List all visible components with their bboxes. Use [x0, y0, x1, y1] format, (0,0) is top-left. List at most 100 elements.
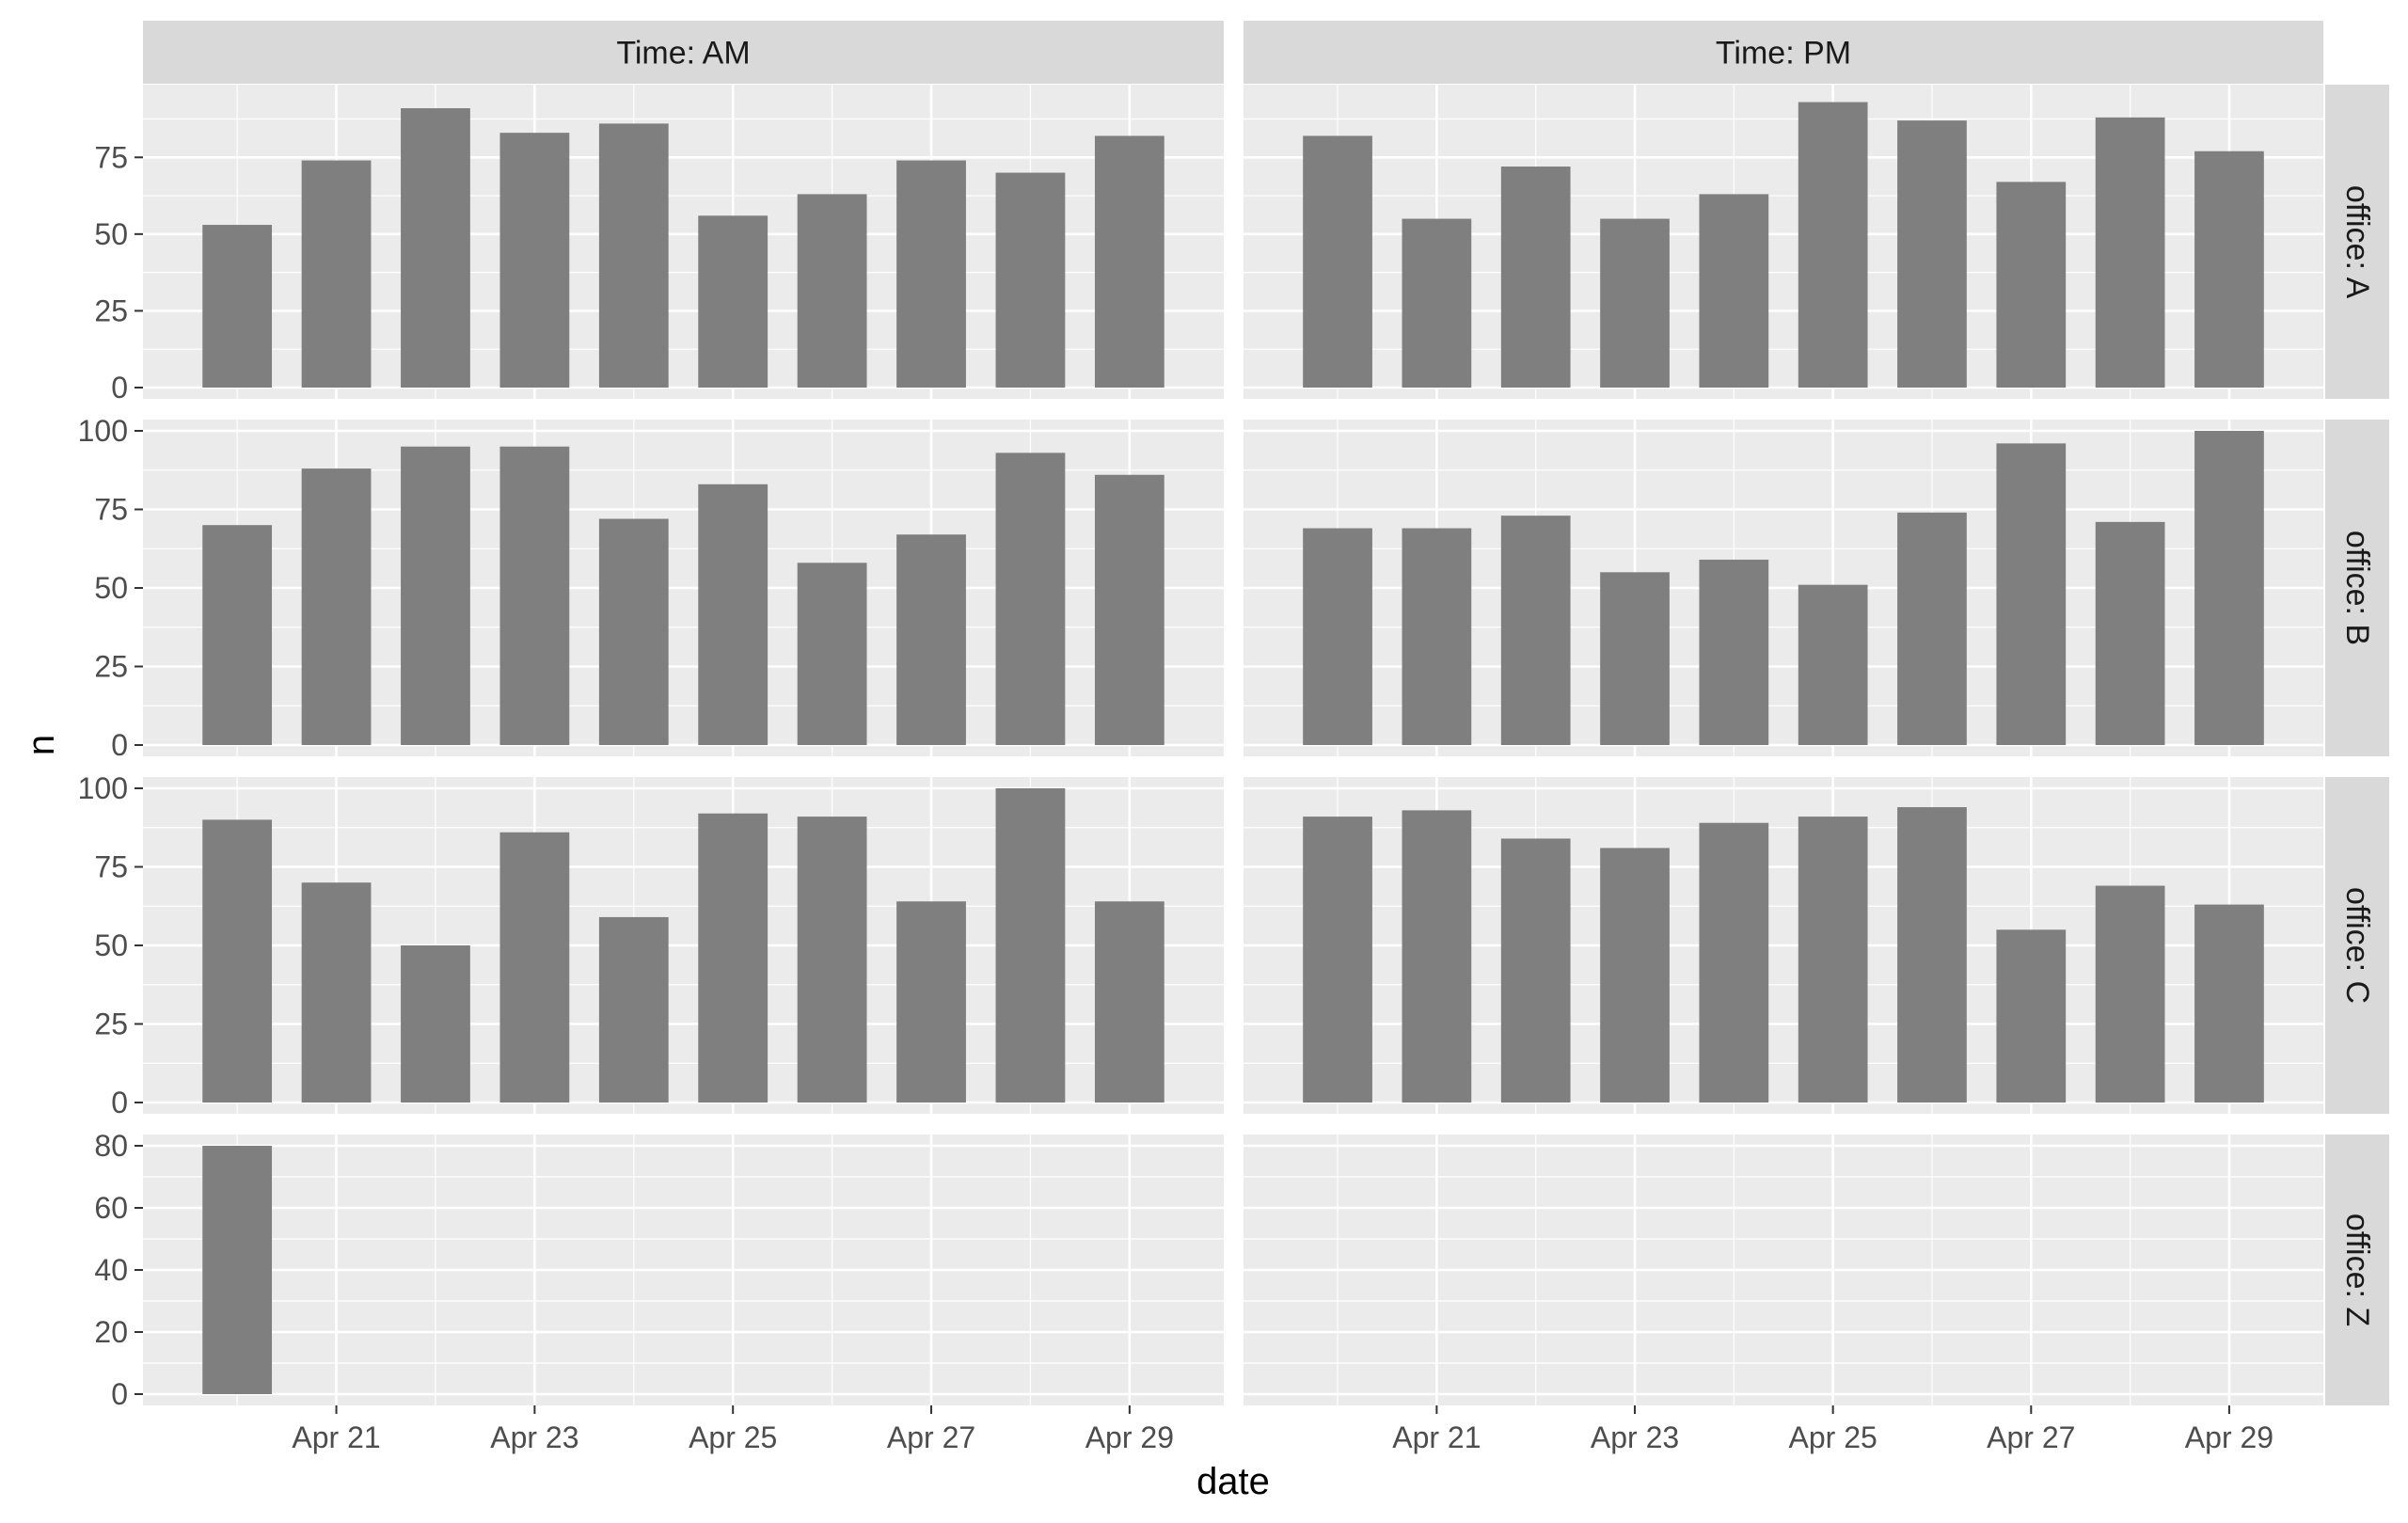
panel-office-c-time-am — [143, 777, 1224, 1114]
panel-office-b-time-am — [143, 420, 1224, 756]
bar-2024-04-26 — [1897, 120, 1967, 388]
bar-2024-04-25 — [698, 215, 768, 388]
y-tick-label: 25 — [94, 293, 128, 327]
y-tick-label: 0 — [111, 1086, 128, 1119]
bar-2024-04-22 — [401, 945, 470, 1103]
bar-2024-04-24 — [598, 123, 669, 389]
y-tick-label: 50 — [94, 571, 128, 605]
x-tick-label: Apr 23 — [1591, 1420, 1679, 1454]
panel-office-a-time-am — [143, 85, 1224, 399]
y-tick-label: 75 — [94, 140, 128, 174]
bar-2024-04-25 — [1798, 817, 1868, 1103]
x-tick-label: Apr 29 — [2185, 1420, 2273, 1454]
facet-strip-time-pm — [1244, 21, 2323, 84]
bar-2024-04-23 — [1600, 848, 1670, 1103]
facet-strip-label: office: Z — [2339, 1214, 2375, 1326]
facet-strip-label: office: A — [2339, 185, 2375, 299]
bar-2024-04-25 — [1798, 102, 1868, 389]
y-tick-label: 60 — [94, 1191, 128, 1225]
bar-2024-04-29 — [2194, 431, 2264, 745]
bar-2024-04-22 — [1500, 516, 1571, 745]
bar-2024-04-22 — [1500, 838, 1571, 1103]
bar-2024-04-27 — [1996, 443, 2067, 745]
panel-office-z-time-am — [143, 1134, 1224, 1405]
y-tick-label: 40 — [94, 1253, 128, 1287]
y-tick-label: 25 — [94, 650, 128, 684]
bar-2024-04-21 — [1402, 528, 1472, 745]
facet-strip-label: office: B — [2339, 531, 2375, 645]
facet-strip-label: Time: AM — [616, 36, 750, 71]
bar-2024-04-24 — [1699, 194, 1769, 388]
panel-office-a-time-pm — [1244, 85, 2323, 399]
facet-strip-office-b — [2325, 420, 2389, 756]
bar-2024-04-20 — [1303, 135, 1372, 388]
bar-2024-04-22 — [401, 108, 470, 388]
bar-2024-04-29 — [1094, 901, 1164, 1103]
y-tick-label: 20 — [94, 1315, 128, 1349]
bar-2024-04-28 — [995, 172, 1066, 388]
panel-office-z-time-pm — [1244, 1134, 2323, 1405]
bar-2024-04-28 — [995, 452, 1066, 745]
facet-strip-office-z — [2325, 1134, 2389, 1405]
y-tick-label: 75 — [94, 493, 128, 527]
bar-2024-04-28 — [2095, 885, 2165, 1103]
y-tick-label: 0 — [111, 1377, 128, 1411]
y-tick-label: 0 — [111, 728, 128, 762]
bar-2024-04-20 — [202, 225, 273, 388]
y-tick-label: 100 — [78, 771, 128, 805]
bar-2024-04-21 — [301, 468, 372, 745]
y-tick-label: 75 — [94, 850, 128, 884]
bar-2024-04-29 — [1094, 135, 1164, 388]
facet-strip-time-am — [143, 21, 1224, 84]
bar-2024-04-29 — [2194, 151, 2264, 388]
y-axis-title: n — [21, 735, 62, 755]
bar-2024-04-27 — [1996, 929, 2067, 1103]
bar-2024-04-25 — [698, 813, 768, 1103]
bar-2024-04-25 — [698, 484, 768, 745]
bar-2024-04-28 — [2095, 117, 2165, 388]
x-axis-title: date — [1196, 1461, 1270, 1502]
facet-strip-office-a — [2325, 85, 2389, 399]
y-tick-label: 0 — [111, 371, 128, 405]
bar-2024-04-27 — [896, 160, 966, 388]
bar-2024-04-26 — [797, 563, 867, 745]
bar-2024-04-27 — [896, 901, 966, 1103]
y-tick-label: 100 — [78, 414, 128, 448]
bar-2024-04-27 — [896, 534, 966, 745]
bar-2024-04-20 — [202, 819, 273, 1103]
bar-2024-04-23 — [1600, 218, 1670, 388]
bar-2024-04-25 — [1798, 584, 1868, 745]
bar-2024-04-29 — [1094, 474, 1164, 745]
x-tick-label: Apr 21 — [1392, 1420, 1481, 1454]
y-tick-label: 50 — [94, 928, 128, 962]
bar-2024-04-20 — [202, 1146, 273, 1394]
bar-2024-04-26 — [1897, 512, 1967, 745]
bar-2024-04-26 — [797, 194, 867, 388]
bar-2024-04-24 — [1699, 559, 1769, 745]
x-tick-label: Apr 27 — [1987, 1420, 2075, 1454]
y-tick-label: 25 — [94, 1007, 128, 1041]
bar-2024-04-24 — [598, 916, 669, 1103]
facet-strip-office-c — [2325, 777, 2389, 1114]
bar-2024-04-27 — [1996, 182, 2067, 388]
facet-strip-label: Time: PM — [1716, 36, 1851, 71]
panel-office-b-time-pm — [1244, 420, 2323, 756]
bar-2024-04-24 — [598, 518, 669, 745]
bar-2024-04-29 — [2194, 904, 2264, 1103]
bar-2024-04-21 — [1402, 218, 1472, 388]
bar-2024-04-23 — [499, 133, 570, 388]
bar-2024-04-23 — [499, 446, 570, 745]
bar-2024-04-21 — [1402, 810, 1472, 1103]
x-tick-label: Apr 29 — [1085, 1420, 1174, 1454]
bar-2024-04-20 — [1303, 817, 1372, 1103]
bar-2024-04-26 — [1897, 807, 1967, 1103]
panel-office-c-time-pm — [1244, 777, 2323, 1114]
bar-2024-04-20 — [1303, 528, 1372, 745]
x-tick-label: Apr 27 — [887, 1420, 975, 1454]
bar-2024-04-26 — [797, 817, 867, 1103]
bar-2024-04-20 — [202, 525, 273, 745]
x-tick-label: Apr 21 — [292, 1420, 380, 1454]
x-tick-label: Apr 23 — [490, 1420, 578, 1454]
bar-2024-04-28 — [995, 788, 1066, 1103]
